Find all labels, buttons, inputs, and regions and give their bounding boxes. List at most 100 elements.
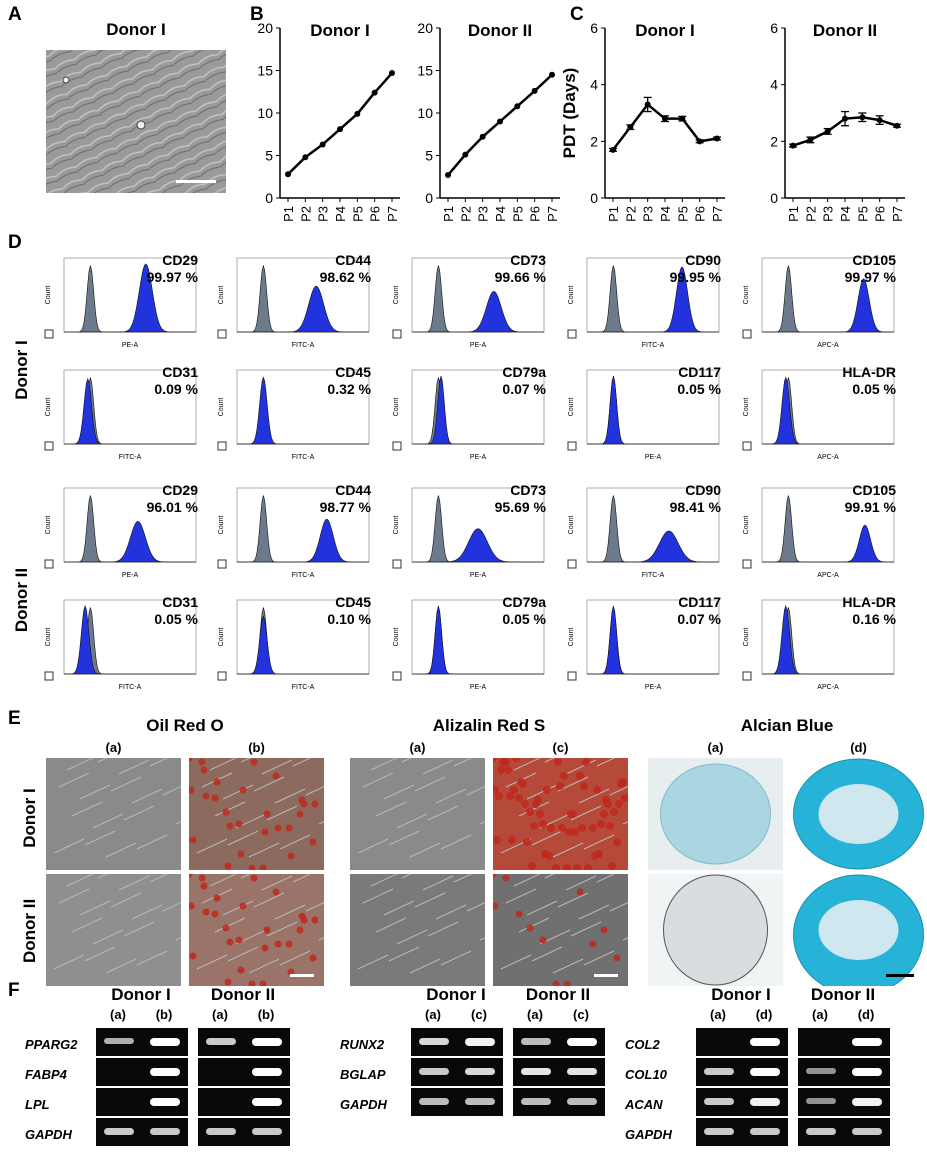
data-point: [627, 124, 634, 131]
gel-band: [252, 1128, 282, 1135]
chart-cpdl_donor2: 0 5 10 15 20 P1 P2 P3 P4 P5 P6 P7 Donor II: [417, 20, 560, 222]
marker-peak: [412, 290, 544, 333]
stain-deposit: [189, 836, 197, 844]
histogram-plot: PE-A Count: [392, 599, 545, 691]
gel-lane-label: (a): [812, 1007, 828, 1022]
cell-fiber: [209, 758, 237, 771]
stain-deposit: [239, 902, 247, 910]
gel-donor-title: Donor II: [525, 985, 591, 1004]
cell-fiber: [414, 892, 446, 908]
marker-peak: [762, 524, 895, 563]
cell-fiber: [274, 788, 306, 804]
panel-a-title: Donor I: [106, 20, 166, 39]
gel-donor-title: Donor I: [426, 985, 486, 1004]
stain-deposit: [248, 980, 256, 986]
stain-deposit: [578, 824, 586, 832]
gel-band: [104, 1128, 134, 1135]
cell-fiber: [435, 788, 467, 804]
marker-peak: [762, 604, 894, 675]
cell-fiber: [240, 874, 251, 879]
stain-deposit: [621, 794, 628, 802]
cell-fiber: [427, 921, 459, 937]
gate-icon: [217, 441, 227, 451]
cell-fiber: [149, 758, 169, 767]
stain-deposit: [504, 766, 512, 774]
gel-band: [465, 1038, 495, 1046]
y-tick-label: 15: [417, 63, 433, 79]
flow-histogram-cd31: FITC-A Count CD31 0.05 %: [42, 592, 202, 692]
stain-deposit: [222, 808, 230, 816]
marker-label: CD73 99.66 %: [495, 252, 546, 286]
data-point: [610, 146, 616, 153]
flow-histogram-cd45: FITC-A Count CD45 0.32 %: [215, 362, 375, 462]
stain-row-label-donor1: Donor I: [20, 788, 39, 848]
x-tick-label: P3: [641, 206, 656, 222]
cell-fiber: [279, 834, 311, 850]
y-axis-label: Count: [743, 628, 750, 647]
cell-fiber: [557, 776, 589, 792]
cell-fiber: [513, 874, 541, 887]
stain-deposit: [309, 838, 317, 846]
cell-fiber: [552, 958, 584, 974]
histogram-plot: FITC-A Count: [567, 257, 720, 349]
gate-icon: [44, 559, 54, 569]
stain-texture: [493, 758, 628, 870]
stain-deposit: [545, 852, 553, 860]
gel-strip: [95, 1117, 189, 1147]
stain-deposit: [519, 780, 527, 788]
gene-label: COL10: [625, 1067, 667, 1082]
cell-fiber: [440, 834, 472, 850]
x-axis-label: FITC-A: [292, 342, 315, 349]
cell-fiber: [196, 838, 228, 854]
x-axis-label: PE-A: [470, 684, 487, 691]
stain-deposit: [493, 786, 499, 794]
stain-deposit: [250, 874, 258, 882]
flow-histogram-cd44: FITC-A Count CD44 98.62 %: [215, 250, 375, 350]
stain-deposit: [202, 908, 210, 916]
marker-name: CD79a: [502, 594, 546, 610]
stain-deposit: [589, 940, 597, 948]
stain-micrograph: [791, 758, 926, 870]
y-axis-label: PDT (Days): [560, 68, 579, 159]
stain-deposit: [610, 808, 618, 816]
differentiation-stain-panel: Donor I Donor II Oil Red O (a) (b) Alizalin R…: [0, 716, 927, 986]
cell-fiber: [362, 888, 394, 904]
cell-fiber: [136, 834, 168, 850]
stain-deposit: [287, 852, 295, 860]
data-point: [337, 126, 343, 133]
stain-deposit: [235, 936, 243, 944]
cell-fiber: [622, 937, 628, 941]
gel-strip: [797, 1087, 891, 1117]
gate-icon: [392, 329, 402, 339]
y-axis-label: Count: [218, 286, 225, 305]
gate-icon: [742, 559, 752, 569]
cell-fiber: [466, 902, 485, 912]
cell-fiber: [518, 917, 550, 933]
stain-deposit: [259, 980, 267, 986]
y-tick-label: 6: [770, 20, 778, 36]
stain-texture: [663, 874, 768, 986]
cell-fiber: [513, 758, 541, 771]
marker-name: CD90: [685, 482, 721, 498]
gene-label: COL2: [625, 1037, 660, 1052]
x-tick-label: P1: [441, 206, 456, 222]
stain-deposit: [597, 820, 605, 828]
cell-fiber: [318, 937, 324, 941]
cell-fiber: [274, 904, 306, 920]
x-axis-label: PE-A: [122, 342, 139, 349]
stain-deposit: [552, 980, 560, 986]
gel-strip: [695, 1087, 789, 1117]
marker-name: CD45: [335, 364, 371, 380]
cell-fiber: [357, 838, 389, 854]
x-axis-label: APC-A: [817, 572, 839, 579]
panel-label-a: A: [8, 4, 22, 25]
x-tick-label: P1: [281, 206, 296, 222]
cell-fiber: [596, 874, 616, 883]
stain-deposit: [274, 940, 282, 948]
marker-peak: [587, 605, 719, 675]
cell-fiber: [71, 801, 103, 817]
stain-deposit: [582, 758, 590, 766]
stain-deposit: [543, 786, 551, 794]
gate-icon: [217, 671, 227, 681]
stain-condition-label: (a): [707, 740, 724, 755]
